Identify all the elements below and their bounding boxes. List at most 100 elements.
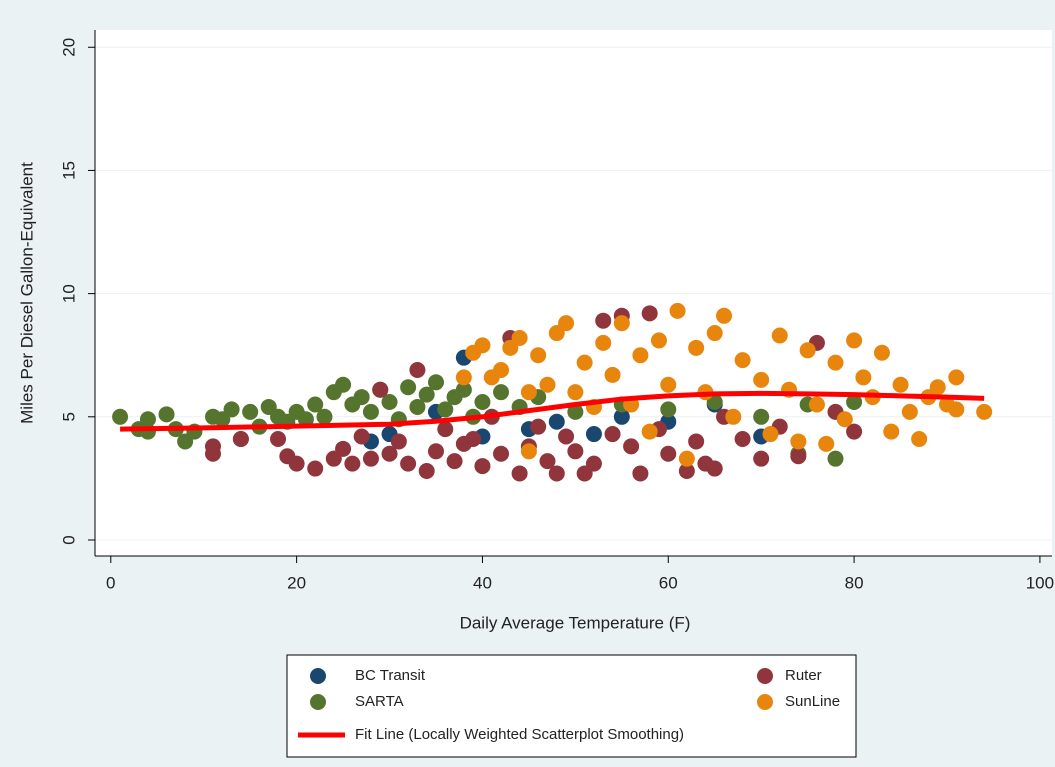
point	[204, 438, 221, 455]
legend-label: Ruter	[785, 667, 822, 684]
legend: BC Transit SARTA Ruter SunLine Fit Line (Loc…	[286, 654, 857, 758]
point	[353, 389, 370, 406]
point	[948, 369, 965, 386]
point	[660, 376, 677, 393]
point	[567, 384, 584, 401]
point	[846, 332, 863, 349]
y-tick-label: 10	[59, 284, 78, 303]
point	[493, 384, 510, 401]
point	[548, 465, 565, 482]
point	[427, 374, 444, 391]
legend-label: BC Transit	[355, 667, 426, 684]
legend-marker	[757, 694, 773, 710]
point	[474, 458, 491, 475]
point	[790, 448, 807, 465]
point	[595, 312, 612, 329]
point	[873, 344, 890, 361]
point	[400, 455, 417, 472]
point	[827, 354, 844, 371]
point	[474, 394, 491, 411]
point	[799, 342, 816, 359]
point	[409, 361, 426, 378]
point	[585, 426, 602, 443]
plot-area	[95, 30, 1052, 556]
point	[567, 403, 584, 420]
x-axis-label: Daily Average Temperature (F)	[460, 613, 691, 632]
point	[688, 433, 705, 450]
point	[753, 450, 770, 467]
point	[158, 406, 175, 423]
point	[632, 347, 649, 364]
point	[493, 445, 510, 462]
point	[474, 337, 491, 354]
y-tick-label: 0	[59, 535, 78, 544]
point	[836, 411, 853, 428]
point	[604, 426, 621, 443]
point	[883, 423, 900, 440]
point	[288, 455, 305, 472]
point	[335, 440, 352, 457]
point	[660, 401, 677, 418]
point	[362, 403, 379, 420]
point	[381, 394, 398, 411]
point	[613, 315, 630, 332]
x-tick-label: 80	[845, 573, 864, 592]
x-tick-label: 0	[106, 573, 115, 592]
point	[455, 369, 472, 386]
point	[437, 401, 454, 418]
point	[632, 465, 649, 482]
point	[901, 403, 918, 420]
point	[892, 376, 909, 393]
point	[112, 408, 129, 425]
point	[846, 423, 863, 440]
point	[520, 384, 537, 401]
point	[409, 398, 426, 415]
point	[808, 396, 825, 413]
point	[706, 460, 723, 477]
x-tick-label: 100	[1026, 573, 1054, 592]
point	[400, 379, 417, 396]
point	[734, 430, 751, 447]
point	[307, 396, 324, 413]
point	[232, 430, 249, 447]
fit-line	[120, 390, 985, 432]
point	[139, 411, 156, 428]
point	[929, 379, 946, 396]
legend-marker	[757, 668, 773, 684]
point	[530, 418, 547, 435]
point	[316, 408, 333, 425]
point	[344, 455, 361, 472]
point	[855, 369, 872, 386]
point	[335, 376, 352, 393]
point	[641, 423, 658, 440]
point	[604, 366, 621, 383]
point	[493, 361, 510, 378]
point	[520, 443, 537, 460]
x-tick-label: 40	[473, 573, 492, 592]
point	[511, 329, 528, 346]
point	[753, 371, 770, 388]
point	[650, 332, 667, 349]
x-tick-label: 20	[287, 573, 306, 592]
point	[242, 403, 259, 420]
point	[418, 386, 435, 403]
point	[465, 430, 482, 447]
point	[418, 463, 435, 480]
point	[669, 302, 686, 319]
point	[688, 339, 705, 356]
y-tick-label: 5	[59, 412, 78, 421]
point	[771, 327, 788, 344]
point	[558, 428, 575, 445]
point	[530, 347, 547, 364]
point	[437, 421, 454, 438]
point	[678, 463, 695, 480]
point	[353, 428, 370, 445]
legend-marker	[310, 694, 326, 710]
x-tick-label: 60	[659, 573, 678, 592]
point	[818, 435, 835, 452]
point	[976, 403, 993, 420]
point	[585, 455, 602, 472]
point	[372, 381, 389, 398]
legend-marker	[310, 668, 326, 684]
